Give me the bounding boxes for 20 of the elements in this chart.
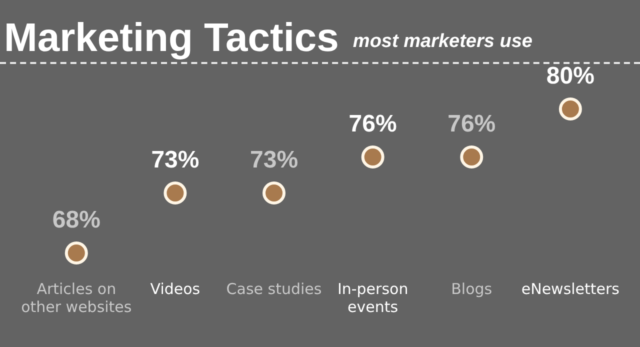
x-tick-label: Videos [150, 280, 200, 298]
x-tick-label: Blogs [451, 280, 492, 298]
data-label: 73% [250, 146, 298, 174]
point [361, 146, 384, 168]
point [558, 98, 582, 120]
x-tick-label: eNewsletters [521, 280, 620, 298]
data-label: 76% [448, 110, 496, 138]
data-label: 68% [52, 206, 100, 234]
x-tick-label: Case studies [226, 280, 322, 298]
data-label: 73% [151, 146, 200, 174]
data-label: 80% [546, 62, 594, 90]
point [164, 182, 187, 204]
point [262, 182, 286, 204]
chart-subtitle: most marketers use [352, 30, 532, 54]
chart-title: Marketing Tactics [4, 15, 339, 62]
x-tick-label: In-person events [337, 280, 408, 316]
x-tick-label: Articles on other websites [21, 280, 132, 316]
point [64, 242, 88, 264]
point [460, 146, 484, 168]
data-label: 76% [348, 110, 397, 138]
